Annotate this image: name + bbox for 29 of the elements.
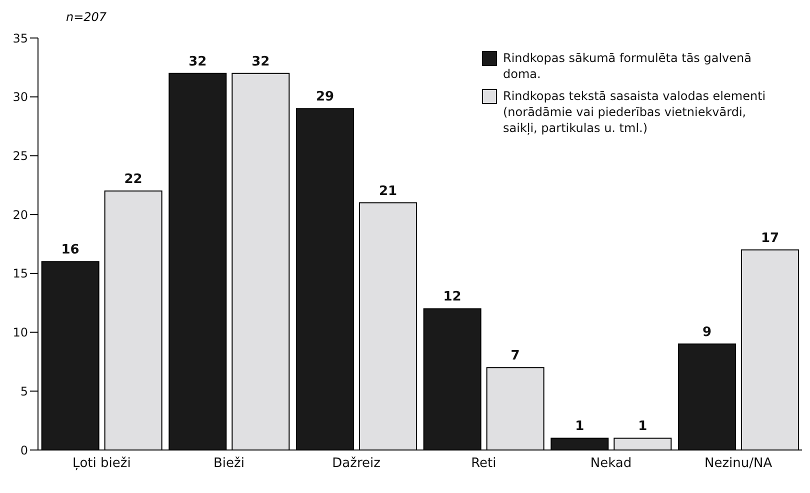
y-tick-label: 30 [12,90,28,104]
x-tick-label: Bieži [214,456,244,472]
y-tick-label: 35 [12,31,28,46]
data-label: 22 [124,172,142,188]
y-tick-label: 5 [20,384,28,398]
data-label: 29 [316,90,334,105]
text: n=207 [66,10,107,24]
y-tick-label: 0 [20,443,28,458]
data-label: 17 [760,230,780,246]
data-label: 7 [510,348,520,364]
y-tick-label: 20 [12,208,28,222]
y-tick-label: 10 [12,326,28,340]
y-tick-label: 25 [12,148,28,163]
x-tick-label: Nezinu/NA [704,456,772,472]
data-label: 12 [443,290,462,305]
legend-label: Rindkopas tekstā sasaista valodas elementi (norādāmie vai piederības vietniekvārdi, saikļi, partikulas u. tml.) [503,88,767,136]
legend-label: Rindkopas sākumā formulēta tās galvenā doma. [503,50,752,82]
x-tick-label: Ļoti bieži [72,456,131,472]
x-tick-label: Dažreiz [332,456,381,472]
data-label: 32 [188,54,207,70]
x-tick-label: Reti [471,456,496,472]
y-tick-label: 15 [12,266,28,281]
data-label: 1 [575,419,584,434]
x-tick-label: Nekad [590,456,632,472]
data-label: 9 [702,325,712,340]
data-label: 16 [61,242,80,258]
data-label: 1 [638,419,648,434]
data-label: 21 [378,184,398,199]
data-label: 32 [252,54,270,70]
